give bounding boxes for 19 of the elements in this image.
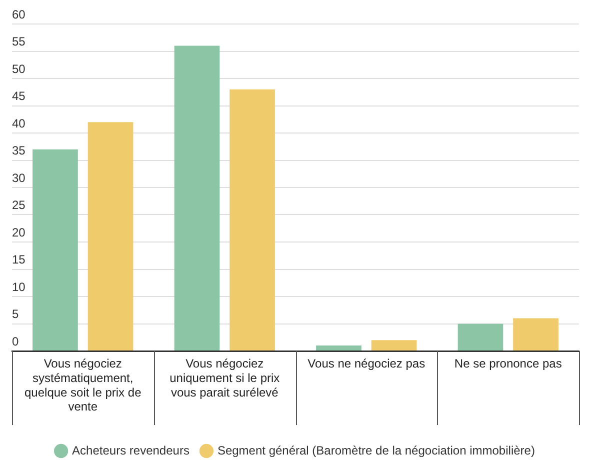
y-tick-label: 45	[12, 89, 26, 104]
y-tick-label: 60	[12, 7, 26, 22]
y-tick-label: 10	[12, 280, 26, 294]
y-tick-label: 15	[12, 252, 26, 267]
y-tick-label: 20	[12, 225, 26, 240]
y-tick-label: 50	[12, 62, 26, 76]
y-tick-label: 55	[12, 34, 26, 49]
x-tick-label: Ne se prononce pas	[454, 356, 562, 371]
x-tick-label: Vous négociez uniquement si le prix vous parait surélevé	[170, 356, 280, 400]
y-tick-label: 5	[12, 307, 19, 322]
y-tick-label: 35	[12, 144, 26, 158]
y-tick-label: 25	[12, 198, 26, 212]
legend-label: Acheteurs revendeurs	[72, 443, 190, 458]
y-tick-label: 0	[12, 334, 19, 348]
legend-label: Segment général (Baromètre de la négociation immobilière)	[217, 443, 535, 458]
x-tick-label: Vous négociez systématiquement, quelque soit le prix de vente	[24, 356, 142, 414]
x-tick-label: Vous ne négociez pas	[308, 356, 426, 371]
y-tick-label: 40	[12, 116, 26, 130]
y-tick-label: 30	[12, 170, 26, 185]
